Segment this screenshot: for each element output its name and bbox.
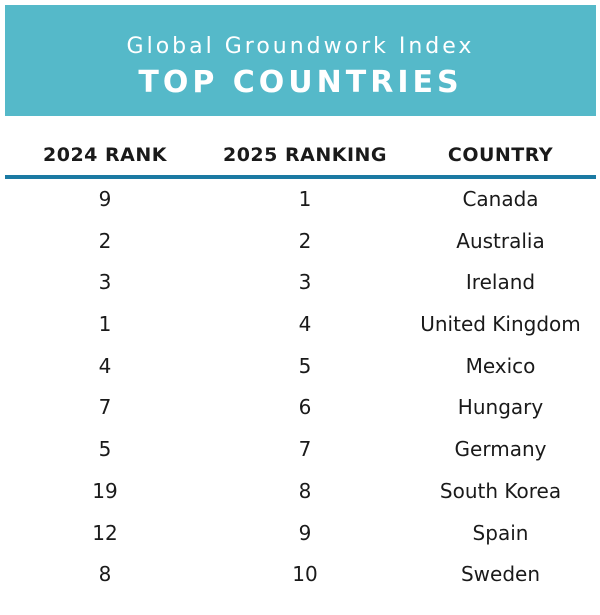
header-country: COUNTRY xyxy=(447,144,554,166)
table-row: 4 5 Mexico xyxy=(5,347,596,389)
cell-country: Germany xyxy=(454,437,547,462)
cell-2024-rank: 1 xyxy=(98,312,112,337)
cell-country: Australia xyxy=(456,228,545,253)
table-row: 2 2 Australia xyxy=(5,222,596,264)
cell-2025-ranking: 5 xyxy=(298,353,312,378)
header-2025-ranking: 2025 RANKING xyxy=(222,144,388,166)
cell-country: Canada xyxy=(462,187,539,211)
cell-2025-ranking: 7 xyxy=(298,437,312,462)
table-row: 19 8 South Korea xyxy=(5,472,596,514)
cell-2025-ranking: 6 xyxy=(298,395,312,420)
cell-2025-ranking: 4 xyxy=(298,312,312,337)
cell-2024-rank: 12 xyxy=(92,520,118,545)
cell-2025-ranking: 10 xyxy=(292,562,318,587)
header-2024-rank: 2024 RANK xyxy=(43,144,167,166)
cell-country: Spain xyxy=(472,520,529,545)
cell-country: Hungary xyxy=(457,395,544,420)
table-row: 1 4 United Kingdom xyxy=(5,305,596,347)
table-row: 5 7 Germany xyxy=(5,430,596,472)
table-header: 2024 RANK 2025 RANKING COUNTRY xyxy=(5,144,596,174)
cell-country: United Kingdom xyxy=(420,312,581,337)
table-row: 3 3 Ireland xyxy=(5,263,596,305)
cell-2024-rank: 4 xyxy=(98,353,112,378)
ranking-table: 9 1 Canada 2 2 Australia 3 3 Ireland 1 4… xyxy=(5,180,596,597)
table-row: 12 9 Spain xyxy=(5,514,596,556)
cell-2024-rank: 3 xyxy=(98,270,112,295)
cell-country: Ireland xyxy=(465,270,536,295)
title-banner: Global Groundwork Index TOP COUNTRIES xyxy=(5,5,596,116)
cell-2025-ranking: 1 xyxy=(298,187,312,211)
cell-2024-rank: 7 xyxy=(98,395,112,420)
cell-2024-rank: 19 xyxy=(92,478,118,503)
banner-title: TOP COUNTRIES xyxy=(138,65,463,100)
table-row: 9 1 Canada xyxy=(5,180,596,222)
cell-2025-ranking: 9 xyxy=(298,520,312,545)
cell-2025-ranking: 2 xyxy=(298,228,312,253)
cell-country: Mexico xyxy=(465,353,536,378)
header-divider xyxy=(5,175,596,179)
cell-2024-rank: 8 xyxy=(98,562,112,587)
cell-2024-rank: 2 xyxy=(98,228,112,253)
cell-2025-ranking: 3 xyxy=(298,270,312,295)
table-row: 7 6 Hungary xyxy=(5,388,596,430)
table-row: 8 10 Sweden xyxy=(5,555,596,597)
cell-2024-rank: 5 xyxy=(98,437,112,462)
cell-2025-ranking: 8 xyxy=(298,478,312,503)
banner-subtitle: Global Groundwork Index xyxy=(126,34,475,59)
cell-2024-rank: 9 xyxy=(98,187,112,211)
cell-country: South Korea xyxy=(439,478,562,503)
cell-country: Sweden xyxy=(460,562,541,587)
